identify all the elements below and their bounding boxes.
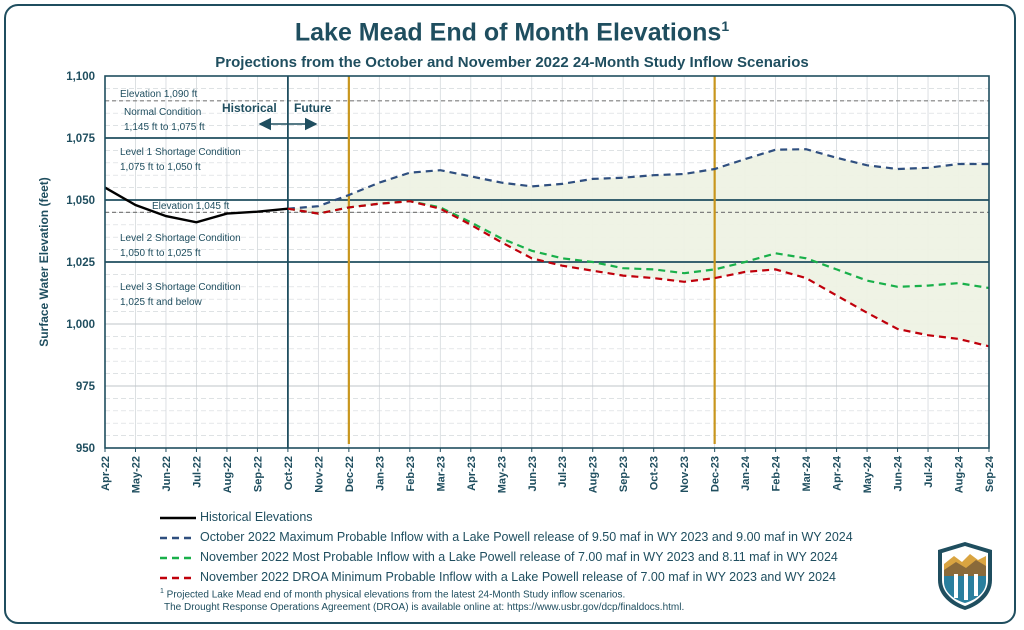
y-tick-label: 1,075: [66, 133, 95, 145]
x-tick-label: May-24: [862, 455, 874, 493]
x-tick-label: Mar-24: [801, 455, 813, 491]
y-tick-label: 1,025: [66, 257, 95, 269]
ref-label-1045: Elevation 1,045 ft: [152, 201, 229, 212]
series-historical: [104, 186, 289, 224]
legend-swatch-oct-max: [160, 536, 196, 540]
chart-subtitle: Projections from the October and Novembe…: [215, 54, 809, 71]
x-tick-label: Nov-23: [679, 456, 691, 493]
legend-item-nov-min: November 2022 DROA Minimum Probable Infl…: [158, 568, 918, 588]
x-tick-label: Oct-22: [283, 456, 295, 490]
x-tick-label: Apr-22: [100, 456, 112, 491]
level3-condition-label: Level 3 Shortage Condition: [120, 282, 241, 293]
x-tick-label: Jun-24: [893, 455, 905, 491]
x-tick-label: Sep-23: [618, 456, 630, 492]
chart-title: Lake Mead End of Month Elevations1: [294, 18, 730, 47]
future-label: Future: [294, 101, 332, 115]
x-tick-label: Jun-23: [527, 456, 539, 491]
y-tick-label: 1,100: [66, 71, 95, 83]
y-tick-label: 950: [76, 443, 95, 455]
x-tick-label: Oct-23: [649, 456, 661, 490]
y-tick-label: 1,000: [66, 319, 95, 331]
x-tick-label: Sep-22: [252, 456, 264, 492]
x-tick-label: May-23: [496, 456, 508, 493]
legend-item-historical: Historical Elevations: [158, 508, 918, 528]
x-tick-label: Dec-22: [344, 456, 356, 492]
x-tick-label: Sep-24: [984, 455, 996, 492]
footnote-line-1: 1 Projected Lake Mead end of month physi…: [160, 588, 626, 601]
legend-label-historical: Historical Elevations: [200, 510, 313, 524]
y-tick-label: 1,050: [66, 195, 95, 207]
level2-condition-label: Level 2 Shortage Condition: [120, 233, 241, 244]
x-tick-label: Aug-24: [954, 455, 966, 493]
x-tick-label: Jul-24: [923, 455, 935, 488]
level2-condition-range: 1,050 ft to 1,025 ft: [120, 248, 201, 259]
normal-condition-label: Normal Condition: [124, 107, 201, 118]
projection-range-band: [287, 149, 989, 347]
x-tick-label: Aug-23: [588, 456, 600, 493]
legend-swatch-nov-most: [160, 556, 196, 560]
level1-condition-range: 1,075 ft to 1,050 ft: [120, 162, 201, 173]
y-axis-label: Surface Water Elevation (feet): [37, 177, 51, 347]
legend-label-oct-max: October 2022 Maximum Probable Inflow wit…: [200, 530, 853, 544]
x-tick-label: Jan-24: [740, 455, 752, 491]
level1-condition-label: Level 1 Shortage Condition: [120, 147, 241, 158]
legend: Historical Elevations October 2022 Maxim…: [158, 508, 918, 588]
x-tick-label: Jan-23: [374, 456, 386, 491]
series-nov-most-probable: [287, 200, 990, 290]
level3-condition-range: 1,025 ft and below: [120, 297, 203, 308]
legend-label-nov-min: November 2022 DROA Minimum Probable Infl…: [200, 570, 836, 584]
x-tick-label: Feb-23: [405, 456, 417, 491]
series-oct-max-probable: [287, 148, 989, 210]
x-tick-label: Jun-22: [161, 456, 173, 491]
x-tick-label: Nov-22: [313, 456, 325, 493]
x-tick-label: May-22: [130, 456, 142, 493]
normal-condition-range: 1,145 ft to 1,075 ft: [124, 122, 205, 133]
x-tick-label: Dec-23: [710, 456, 722, 492]
x-tick-label: Mar-23: [435, 456, 447, 491]
historical-label: Historical: [222, 101, 277, 115]
shield-icon: [938, 542, 992, 610]
legend-item-nov-most: November 2022 Most Probable Inflow with …: [158, 548, 918, 568]
x-tick-label: Jul-22: [191, 456, 203, 488]
ref-label-1090: Elevation 1,090 ft: [120, 89, 197, 100]
legend-label-nov-most: November 2022 Most Probable Inflow with …: [200, 550, 838, 564]
legend-swatch-nov-min: [160, 576, 196, 580]
legend-item-oct-max: October 2022 Maximum Probable Inflow wit…: [158, 528, 918, 548]
plot-area-border: [104, 75, 990, 449]
y-tick-label: 975: [76, 381, 96, 393]
x-tick-label: Apr-23: [466, 456, 478, 491]
elevation-chart: 950 975 1,000 1,025 1,050 1,075 1,100 Apr-22 May…: [37, 71, 996, 493]
chart-frame: [4, 4, 1016, 624]
x-tick-label: Apr-24: [832, 455, 844, 491]
series-nov-min-probable: [287, 200, 990, 348]
x-tick-label: Aug-22: [222, 456, 234, 493]
x-tick-label: Feb-24: [771, 455, 783, 491]
footnote-line-2: The Drought Response Operations Agreemen…: [164, 602, 685, 613]
legend-swatch-historical: [160, 516, 196, 520]
reclamation-shield-logo: [934, 540, 996, 612]
x-tick-label: Jul-23: [557, 456, 569, 488]
